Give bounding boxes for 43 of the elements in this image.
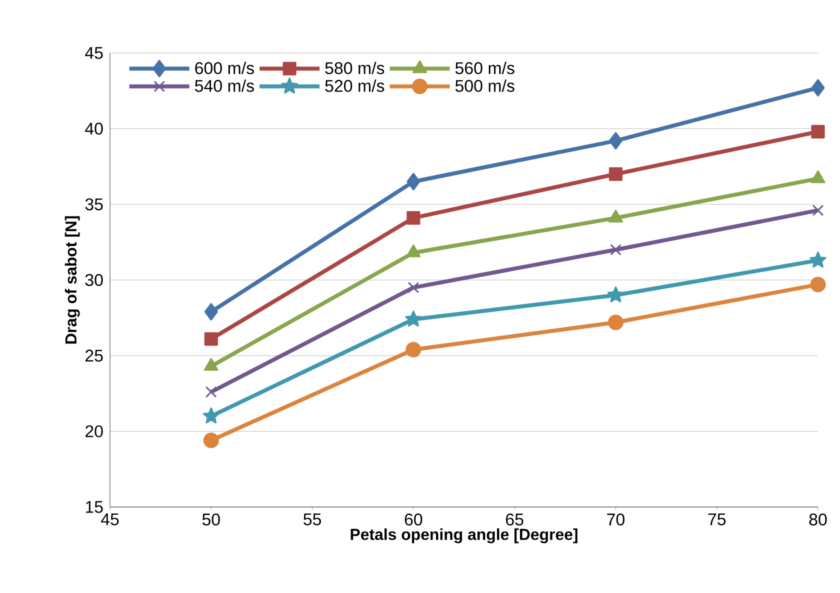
y-tick-label: 35 (85, 198, 103, 210)
x-tick-label: 45 (100, 514, 119, 526)
x-tick-label: 80 (809, 514, 827, 526)
point (406, 211, 420, 225)
x-axis-title: Petals opening angle [Degree] (350, 528, 578, 544)
legend-label: 520 m/s (325, 79, 384, 92)
x-tick-label: 55 (304, 514, 321, 526)
point (406, 172, 420, 190)
y-tick-label: 40 (85, 122, 103, 135)
legend-label: 600 m/s (195, 62, 254, 74)
y-axis-title: Drag of sabot [N] (64, 216, 80, 344)
point (811, 79, 825, 97)
legend-label: 500 m/s (455, 79, 514, 92)
legend-label: 540 m/s (195, 79, 254, 92)
x-tick-label: 60 (404, 514, 422, 526)
point (810, 276, 826, 292)
x-tick-label: 50 (202, 514, 220, 526)
x-tick-label: 70 (607, 514, 624, 526)
legend-label: 560 m/s (455, 62, 514, 74)
x-tick-label: 65 (506, 514, 524, 526)
point (202, 407, 220, 424)
point (408, 282, 420, 294)
point (608, 167, 622, 181)
point (811, 124, 825, 138)
point (204, 332, 218, 346)
point (608, 314, 624, 330)
point (608, 132, 622, 150)
y-tick-label: 15 (86, 501, 103, 513)
point (610, 244, 622, 256)
y-tick-label: 30 (85, 274, 103, 286)
y-tick-label: 45 (85, 47, 103, 59)
y-tick-label: 20 (86, 425, 103, 438)
point (810, 252, 826, 268)
point (406, 342, 422, 358)
point (205, 386, 217, 398)
point (405, 310, 422, 327)
point (607, 286, 624, 302)
y-tick-label: 25 (86, 350, 103, 362)
point (812, 204, 824, 216)
point (204, 303, 218, 321)
x-tick-label: 75 (708, 514, 726, 526)
legend-label: 580 m/s (325, 62, 384, 74)
point (203, 432, 219, 448)
